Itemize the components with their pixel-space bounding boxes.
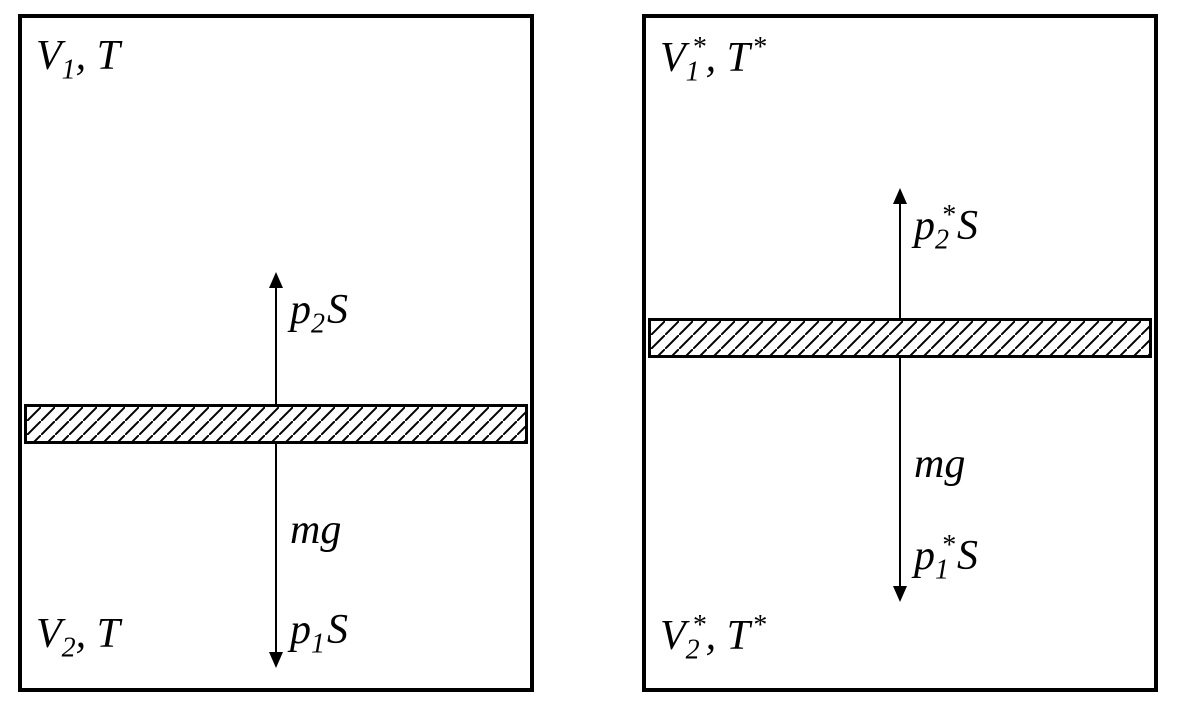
right-up-arrow (888, 188, 912, 318)
left-force-up-label: p2S (290, 286, 348, 340)
right-bottom-state-label: V2*, T* (660, 610, 766, 666)
left-bottom-state-label: V2, T (36, 610, 120, 664)
left-force-mg-label: mg (290, 506, 341, 554)
right-force-mg-label: mg (914, 440, 965, 488)
left-down-arrow (264, 444, 288, 668)
left-force-down-label: p1S (290, 606, 348, 660)
left-up-arrow (264, 272, 288, 404)
right-force-up-label: p2*S (914, 200, 978, 256)
right-top-state-label: V1*, T* (660, 32, 766, 88)
right-down-arrow (888, 358, 912, 602)
left-piston (24, 404, 528, 444)
hatch-pattern-left (27, 407, 525, 441)
left-top-state-label: V1, T (36, 32, 120, 86)
right-force-down-label: p1*S (914, 530, 978, 586)
hatch-pattern-right (651, 321, 1149, 355)
right-piston (648, 318, 1152, 358)
